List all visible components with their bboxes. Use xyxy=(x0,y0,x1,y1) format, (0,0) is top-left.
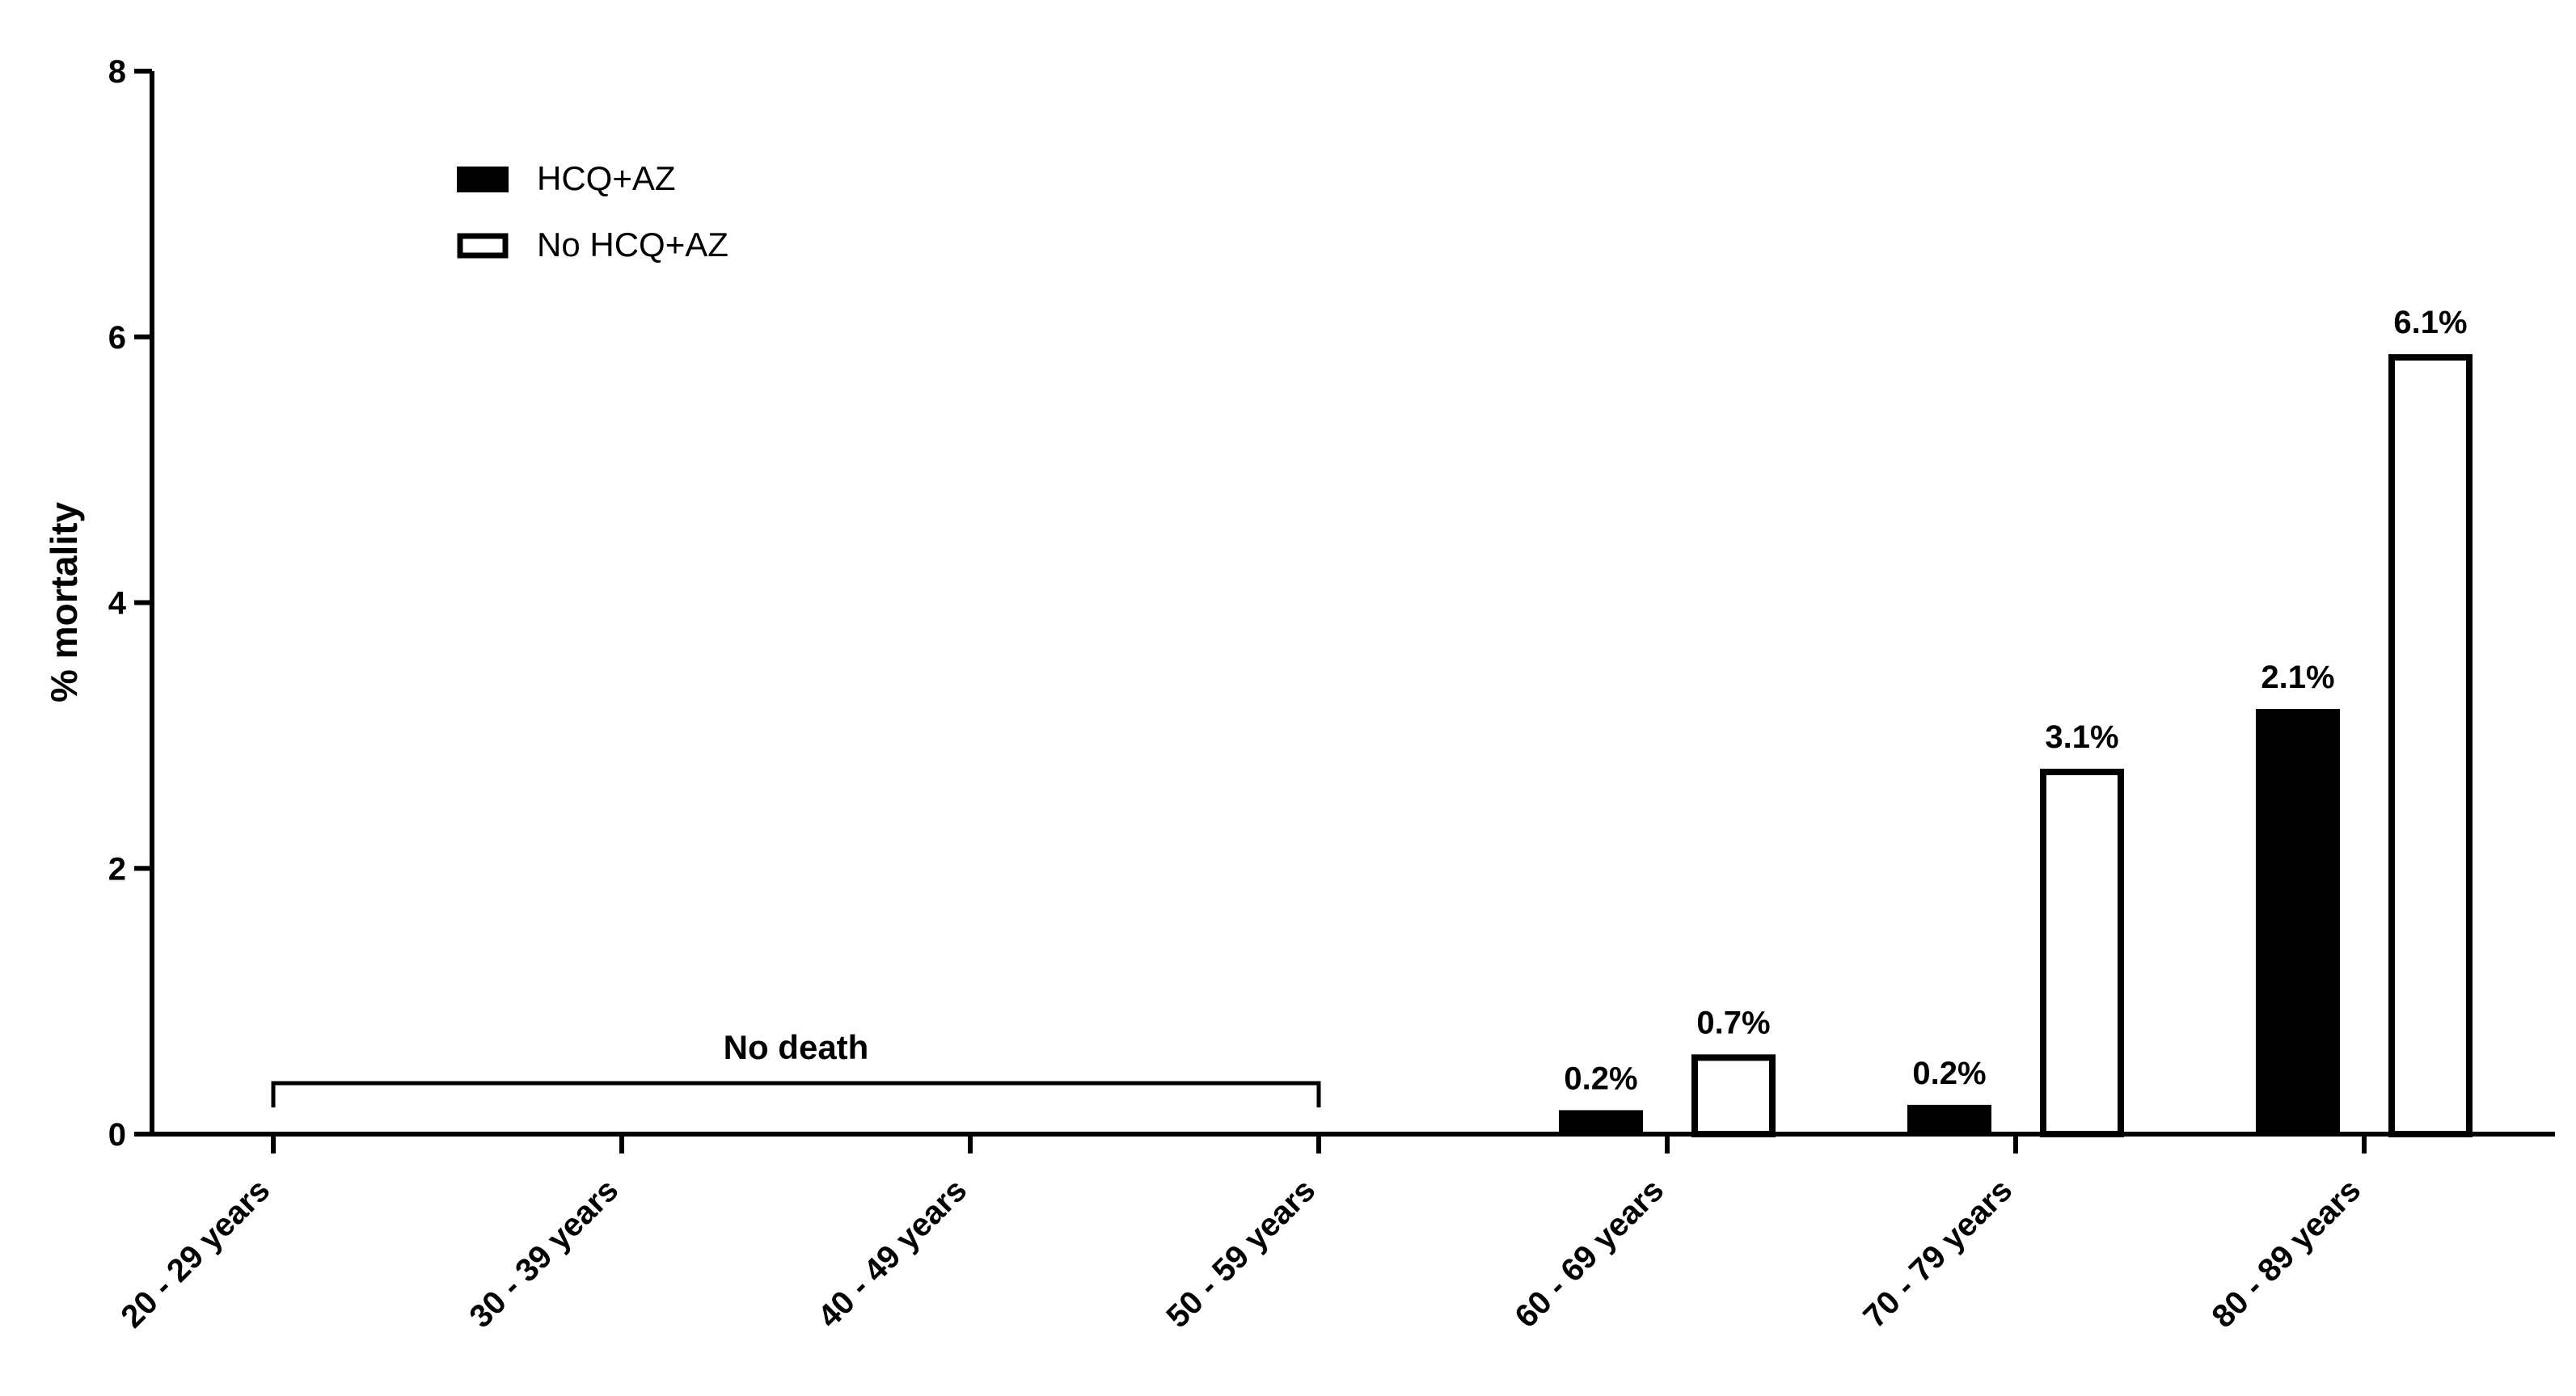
x-tick-label: 20 - 29 years xyxy=(114,1172,277,1335)
bar xyxy=(2040,768,2124,1137)
bars xyxy=(1559,354,2473,1137)
legend: HCQ+AZ No HCQ+AZ xyxy=(457,159,728,264)
data-label: 2.1% xyxy=(2261,660,2334,695)
bar xyxy=(1907,1104,1991,1134)
data-label: 0.7% xyxy=(1696,1005,1770,1040)
legend-swatch-hollow xyxy=(457,233,509,259)
annotation-group: No death xyxy=(271,1028,1321,1107)
data-labels: 0.2% 0.2% 2.1% 0.7% 3.1% 6.1% xyxy=(1564,305,2467,1096)
annotation-text: No death xyxy=(724,1028,869,1066)
bar xyxy=(2388,354,2473,1137)
y-axis-label: % mortality xyxy=(43,502,85,702)
x-tick-label: 30 - 39 years xyxy=(462,1172,625,1335)
bar xyxy=(1691,1054,1776,1137)
data-label: 0.2% xyxy=(1912,1056,1986,1091)
y-tick-label: 4 xyxy=(108,586,127,622)
y-tick-label: 0 xyxy=(108,1117,126,1153)
bar xyxy=(2256,709,2340,1134)
y-tick-label: 2 xyxy=(108,851,126,887)
legend-label: No HCQ+AZ xyxy=(537,226,728,264)
data-label: 0.2% xyxy=(1564,1061,1637,1096)
x-tick-label: 80 - 89 years xyxy=(2205,1172,2367,1335)
bar xyxy=(1559,1110,1643,1134)
data-label: 3.1% xyxy=(2045,719,2118,755)
legend-label: HCQ+AZ xyxy=(537,159,676,197)
x-tick-label: 70 - 79 years xyxy=(1856,1172,2019,1335)
x-tick-label: 40 - 49 years xyxy=(811,1172,973,1335)
x-tick-label: 60 - 69 years xyxy=(1508,1172,1670,1335)
annotation-bracket xyxy=(271,1081,1321,1107)
data-label: 6.1% xyxy=(2393,305,2467,340)
y-tick-label: 8 xyxy=(108,54,126,90)
legend-swatch-filled xyxy=(457,167,509,192)
y-tick-label: 6 xyxy=(108,320,126,356)
x-tick-label: 50 - 59 years xyxy=(1159,1172,1322,1335)
